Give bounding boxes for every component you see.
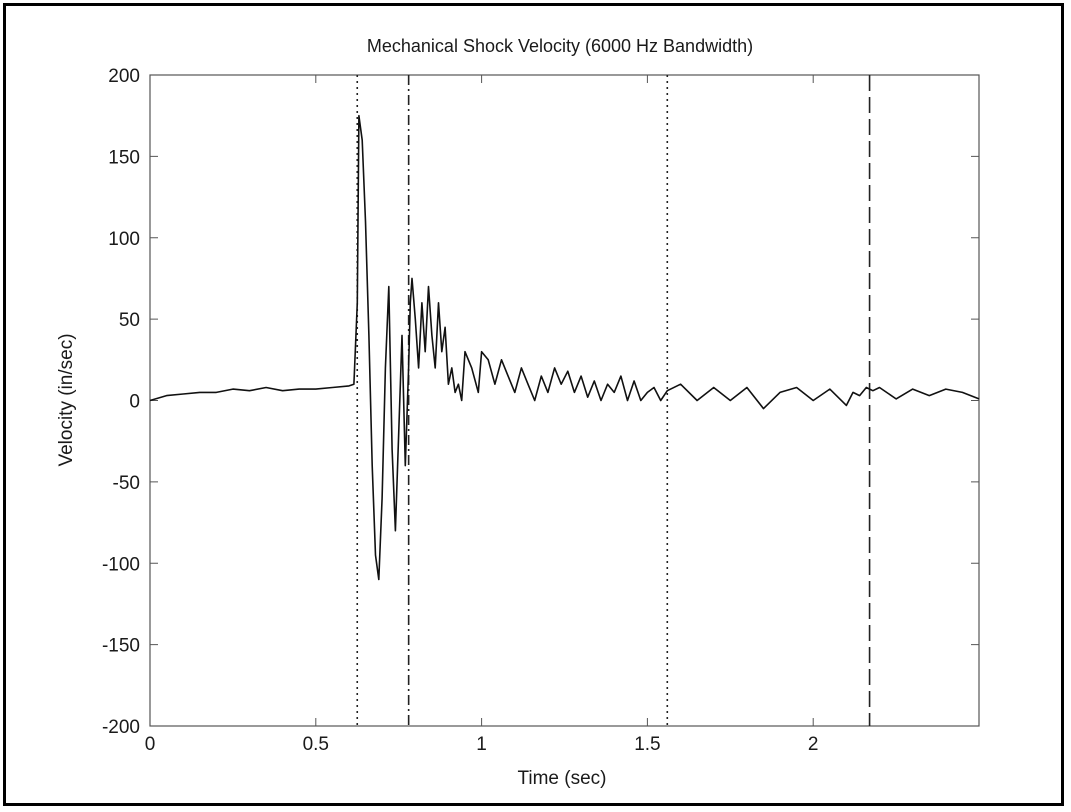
x-tick-label: 0.5 (303, 734, 329, 755)
y-tick-label: 100 (108, 229, 140, 250)
y-tick-label: 150 (108, 147, 140, 168)
x-tick-label: 1.5 (634, 734, 660, 755)
plot-area (149, 74, 980, 727)
y-tick-label: -100 (102, 554, 140, 575)
series-layer (149, 114, 980, 581)
chart-title: Mechanical Shock Velocity (6000 Hz Bandw… (367, 36, 753, 56)
y-tick-label: -200 (102, 717, 140, 738)
y-tick-label: 200 (108, 66, 140, 87)
y-tick-label: 0 (129, 392, 140, 413)
x-axis-label: Time (sec) (517, 768, 606, 789)
x-tick-label: 2 (808, 734, 819, 755)
y-axis-label: Velocity (in/sec) (56, 333, 77, 466)
x-tick-label: 0 (145, 734, 156, 755)
x-tick-label: 1 (476, 734, 487, 755)
y-tick-label: -150 (102, 636, 140, 657)
y-tick-label: 50 (119, 310, 140, 331)
axis-ticks: 0 0.5 1 1.5 2 200 150 100 50 0 -50 -100 -150 -200 (102, 66, 979, 755)
velocity-series-line (149, 114, 980, 581)
vertical-markers (356, 75, 871, 726)
y-tick-label: -50 (113, 473, 140, 494)
